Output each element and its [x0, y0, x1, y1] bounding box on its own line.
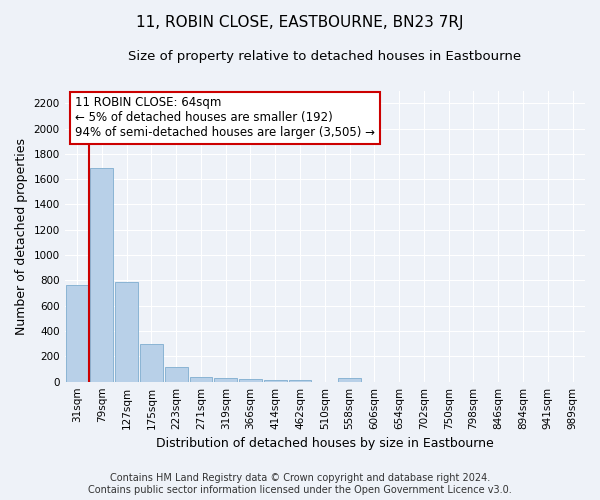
Title: Size of property relative to detached houses in Eastbourne: Size of property relative to detached ho… — [128, 50, 521, 63]
Text: Contains HM Land Registry data © Crown copyright and database right 2024.
Contai: Contains HM Land Registry data © Crown c… — [88, 474, 512, 495]
Bar — [65, 286, 88, 382]
Bar — [91, 168, 113, 382]
Bar — [264, 380, 287, 382]
Y-axis label: Number of detached properties: Number of detached properties — [15, 138, 28, 334]
Text: 11, ROBIN CLOSE, EASTBOURNE, BN23 7RJ: 11, ROBIN CLOSE, EASTBOURNE, BN23 7RJ — [136, 15, 464, 30]
Bar — [214, 378, 237, 382]
Bar — [239, 379, 262, 382]
Bar — [115, 282, 138, 382]
Bar — [338, 378, 361, 382]
Bar — [140, 344, 163, 382]
Bar — [190, 376, 212, 382]
X-axis label: Distribution of detached houses by size in Eastbourne: Distribution of detached houses by size … — [156, 437, 494, 450]
Text: 11 ROBIN CLOSE: 64sqm
← 5% of detached houses are smaller (192)
94% of semi-deta: 11 ROBIN CLOSE: 64sqm ← 5% of detached h… — [75, 96, 375, 140]
Bar — [289, 380, 311, 382]
Bar — [165, 367, 188, 382]
